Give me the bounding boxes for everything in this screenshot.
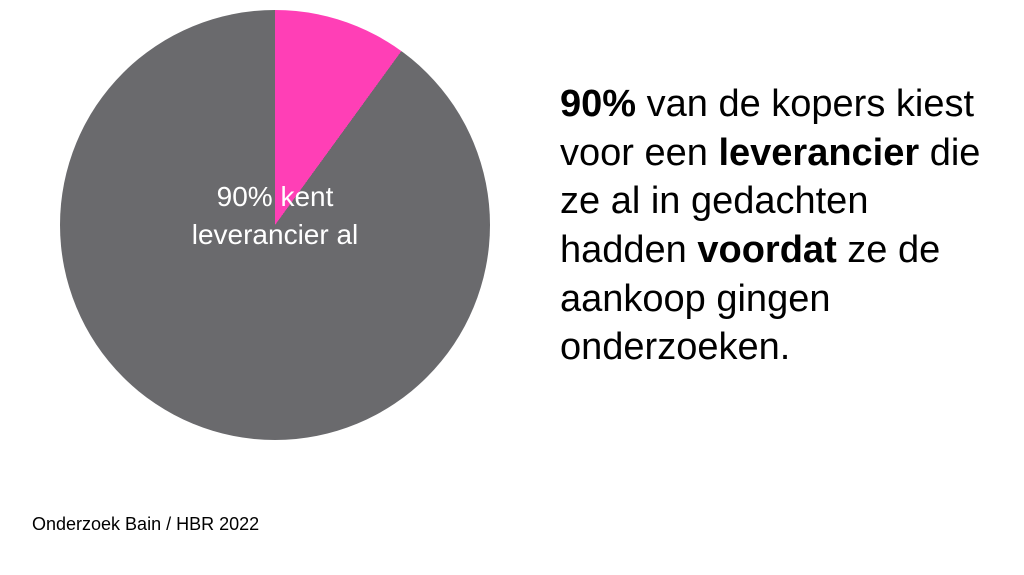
pie-chart: 90% kent leverancier al bbox=[60, 10, 490, 440]
pie-label-line2: leverancier al bbox=[192, 219, 359, 250]
pie-center-label: 90% kent leverancier al bbox=[103, 179, 447, 255]
headline-text: 90% van de kopers kiest voor een leveran… bbox=[560, 80, 990, 372]
headline-bold-span: leverancier bbox=[718, 132, 919, 174]
chart-column: 90% kent leverancier al Onderzoek Bain /… bbox=[0, 0, 520, 575]
headline-bold-span: voordat bbox=[697, 229, 836, 271]
source-citation: Onderzoek Bain / HBR 2022 bbox=[32, 514, 259, 535]
text-column: 90% van de kopers kiest voor een leveran… bbox=[520, 0, 1020, 372]
pie-label-line1: 90% kent bbox=[217, 182, 334, 213]
infographic-container: 90% kent leverancier al Onderzoek Bain /… bbox=[0, 0, 1024, 575]
headline-bold-span: 90% bbox=[560, 83, 636, 125]
